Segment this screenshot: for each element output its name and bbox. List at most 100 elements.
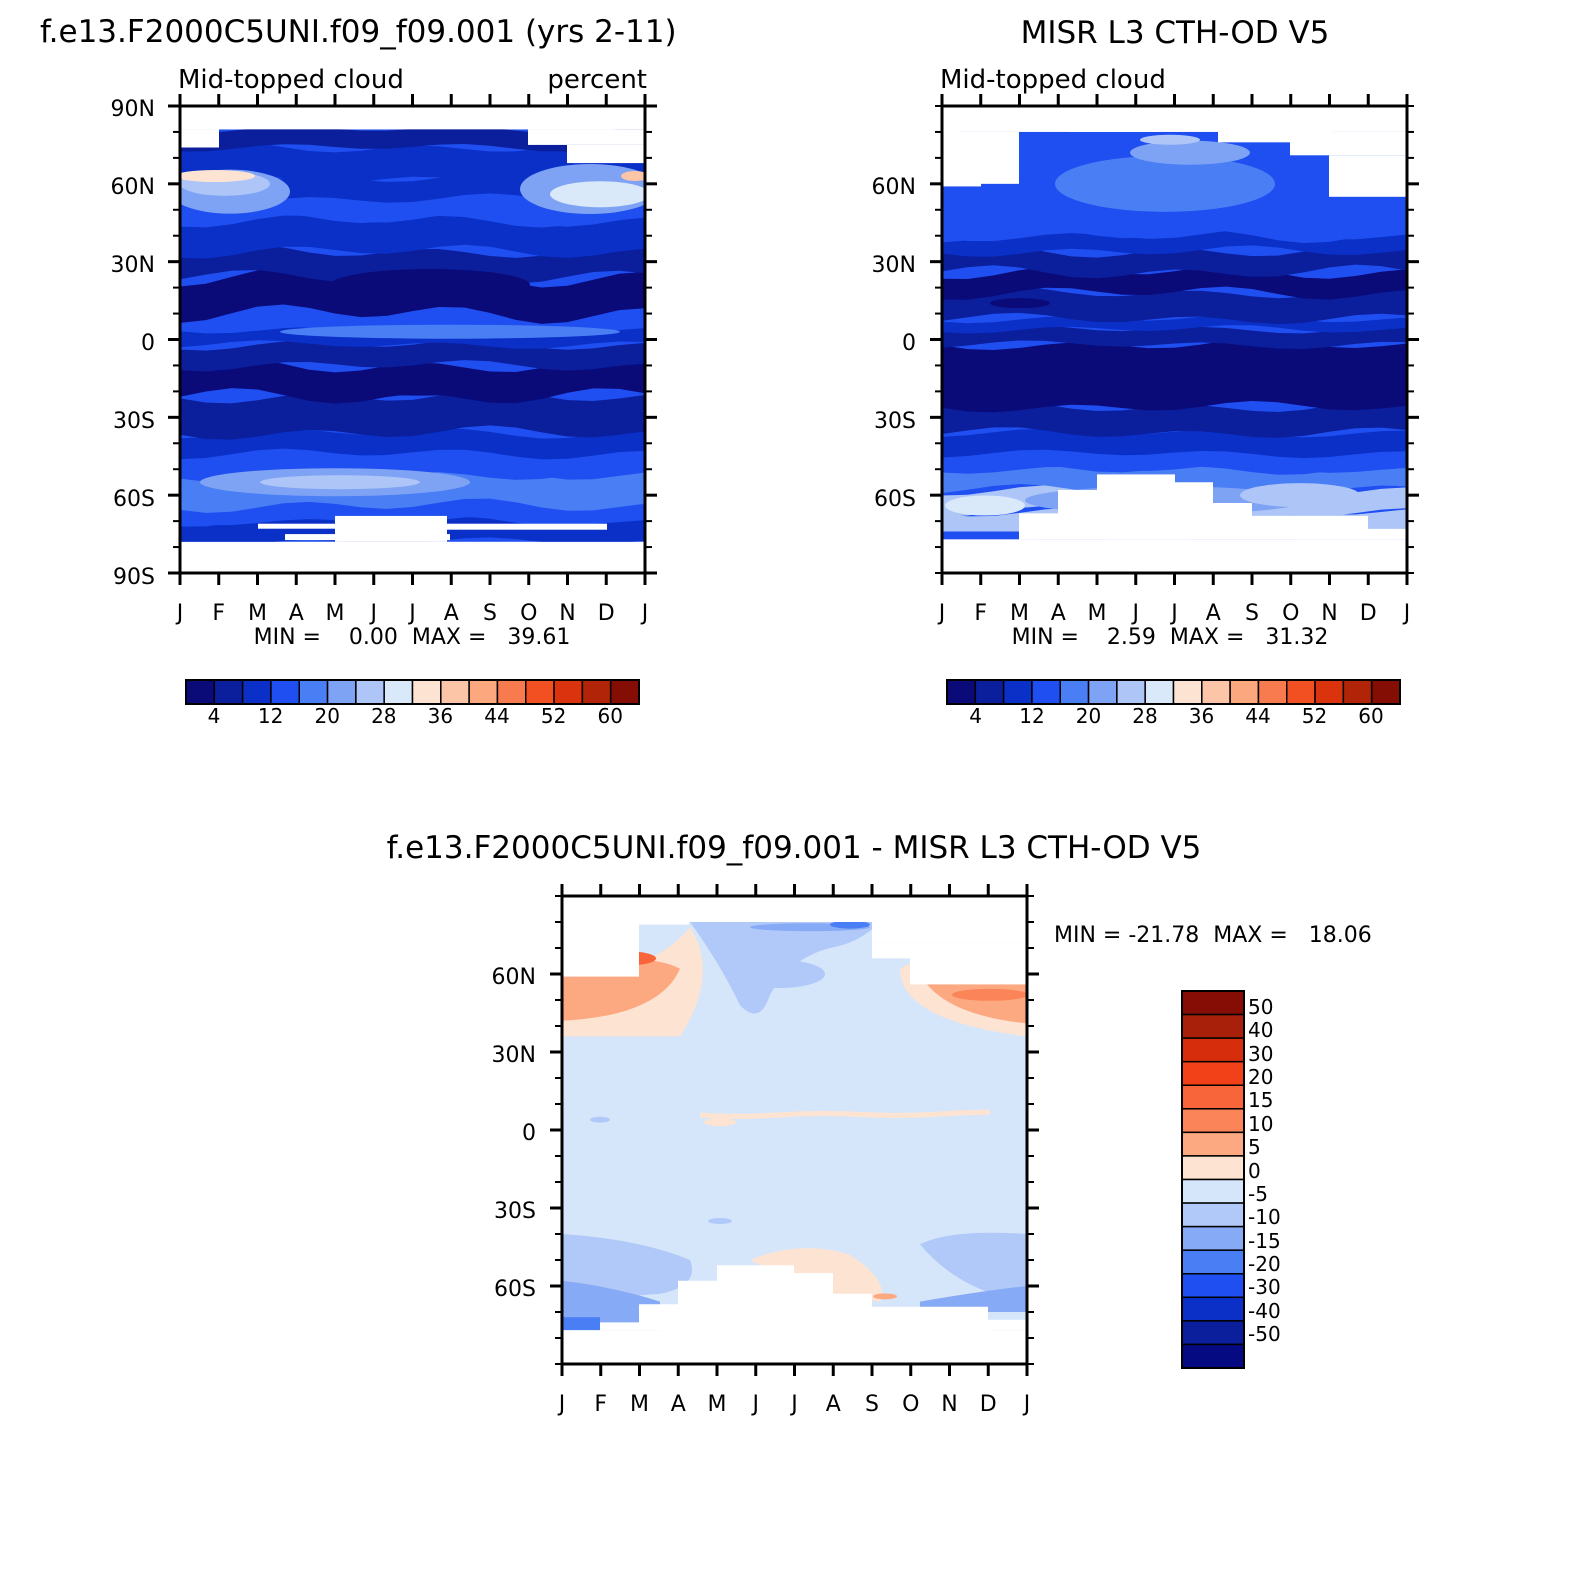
colorbar-swatch [1181,1273,1245,1299]
x-tick-label: N [559,601,575,626]
contour-band [180,192,645,228]
colorbar-swatch [1031,679,1061,705]
contour-band [920,1232,1027,1297]
y-tick-label: 60S [874,487,916,512]
x-tick-label: A [289,601,304,626]
x-tick-label: M [326,601,345,626]
panel-model-field [180,106,645,573]
panel-difference-colorbar [1181,990,1245,1369]
x-tick-label: J [1169,601,1178,626]
contour-cell [952,988,1027,1001]
colorbar-swatch [1181,1084,1245,1110]
colorbar-label: 20 [314,704,339,728]
colorbar-swatch [1181,1178,1245,1204]
contour-cell [990,298,1050,309]
colorbar-label: 28 [1132,704,1157,728]
panel-difference-y-axis: 60N 30N 0 30S 60S [492,965,536,1302]
contour-cell [735,960,825,988]
x-tick-label: J [1402,601,1411,626]
contour-band [562,1234,692,1298]
colorbar-swatch [1181,1060,1245,1086]
panel-model-left-label: Mid-topped cloud [178,65,404,95]
colorbar-label: 28 [371,704,396,728]
colorbar-swatch [1181,990,1245,1016]
colorbar-swatch [440,679,470,705]
x-tick-label: J [751,1392,760,1417]
x-tick-label: M [248,601,267,626]
panel-observation-x-axis: J F M A M J J A S O N D J [937,601,1411,626]
colorbar-label: 36 [1189,704,1214,728]
colorbar-label: 60 [1358,704,1383,728]
contour-band [942,531,1019,540]
x-tick-label: J [369,601,378,626]
y-tick-label: 0 [141,331,155,356]
missing-data [1218,131,1290,143]
y-tick-label: 30S [874,409,916,434]
panel-observation-field [942,106,1407,573]
contour-band [920,1286,1027,1312]
contour-band [180,244,645,284]
panel-model: f.e13.F2000C5UNI.f09_f09.001 (yrs 2-11) … [40,14,677,728]
contour-cell [180,170,255,183]
x-tick-label: M [1088,601,1107,626]
x-tick-label: F [594,1392,607,1417]
colorbar-swatch [1286,679,1316,705]
y-tick-label: 30N [492,1043,536,1068]
colorbar-swatch [185,679,216,705]
panel-observation-ticks [930,94,1419,585]
colorbar-swatch [1181,1320,1245,1346]
colorbar-swatch [1116,679,1146,705]
x-tick-label: J [1131,601,1140,626]
colorbar-label: 52 [541,704,566,728]
x-tick-label: A [1206,601,1221,626]
x-tick-label: O [520,601,537,626]
y-tick-label: 60N [492,965,536,990]
x-tick-label: S [865,1392,879,1417]
colorbar-label: -10 [1248,1205,1281,1229]
colorbar-label: 12 [1019,704,1044,728]
contour-band [180,141,645,184]
colorbar-swatch [1201,679,1231,705]
x-tick-label: O [1282,601,1299,626]
x-tick-label: J [557,1392,566,1417]
x-tick-label: J [937,601,946,626]
contour-band [180,500,645,527]
x-tick-label: M [708,1392,727,1417]
panel-difference-ticks [550,884,1039,1376]
contour-cell [550,181,645,208]
missing-data [1019,474,1407,540]
colorbar-swatch [241,679,272,705]
panel-difference-x-axis: J F M A M J J A S O N D J [557,1392,1031,1417]
x-tick-label: A [444,601,459,626]
x-tick-label: M [1010,601,1029,626]
contour-band [942,243,1407,279]
missing-data [942,106,1407,132]
contour-cell [830,920,870,929]
colorbar-swatch [1087,679,1118,705]
contour-cell [300,371,540,396]
colorbar-swatch [609,679,640,705]
contour-band [180,389,645,440]
colorbar-swatch [1370,679,1401,705]
panel-model-colorbar [185,679,640,705]
x-tick-label: J [1022,1392,1031,1417]
contour-band [942,324,1407,349]
colorbar-frame [1181,990,1245,1369]
colorbar-swatch [1144,679,1175,705]
contour-band [942,286,1407,325]
y-tick-label: 60N [111,175,155,200]
panel-difference-min-max: MIN = -21.78 MAX = 18.06 [1054,923,1372,948]
x-tick-label: O [902,1392,919,1417]
missing-data [258,523,338,529]
missing-data [872,922,1027,943]
x-tick-label: J [407,601,416,626]
y-tick-label: 60N [872,175,916,200]
y-tick-label: 60S [113,487,155,512]
missing-data [447,523,607,530]
colorbar-label: -40 [1248,1299,1281,1323]
x-tick-label: A [826,1392,841,1417]
colorbar-label: -50 [1248,1322,1281,1346]
colorbar-swatch [1314,679,1345,705]
panel-model-units: percent [547,65,647,95]
colorbar-swatch [1181,1202,1245,1228]
